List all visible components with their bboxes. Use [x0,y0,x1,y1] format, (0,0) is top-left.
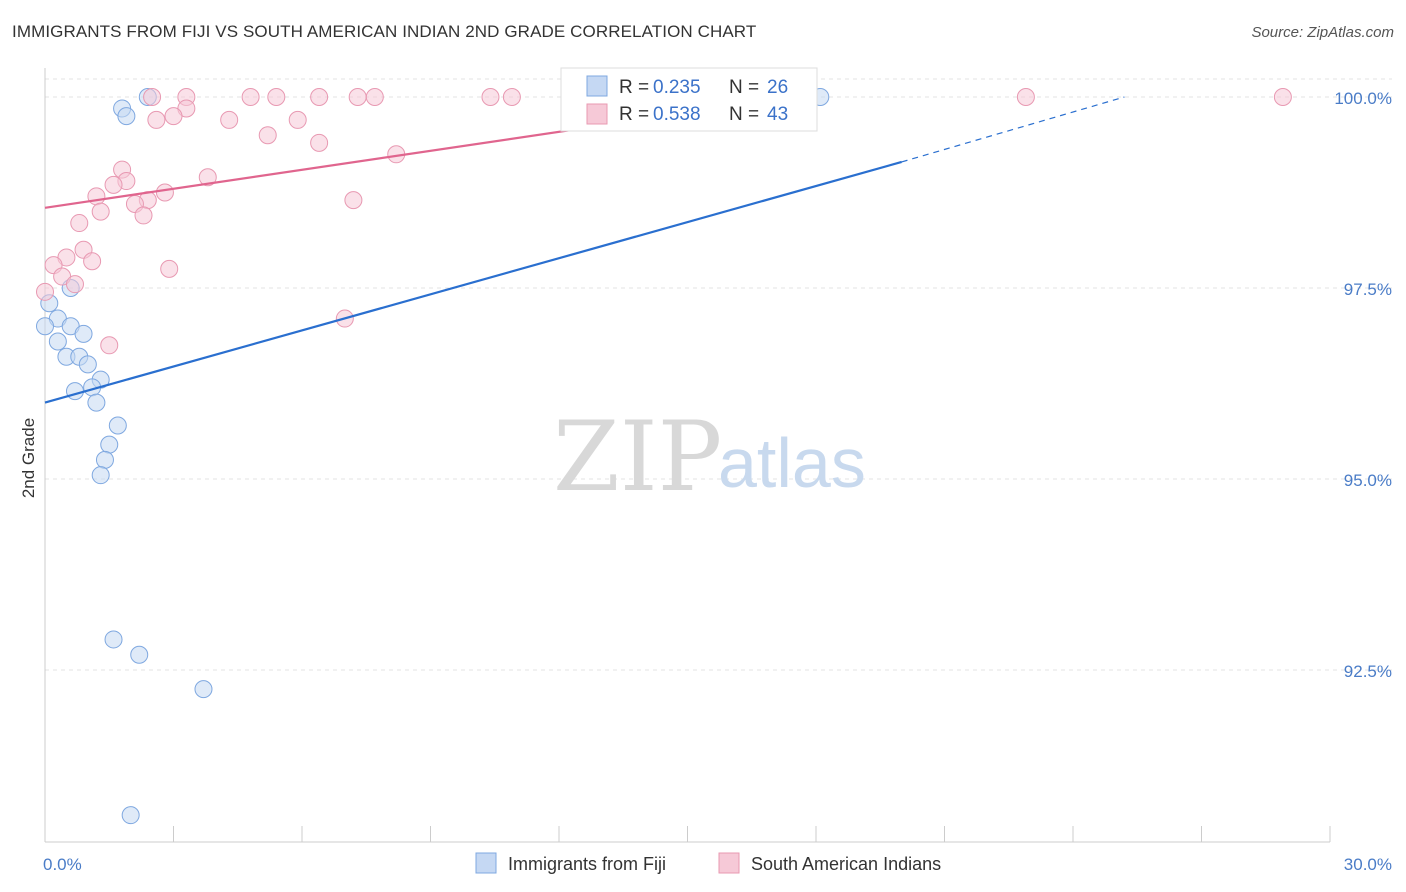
sai-point [164,107,183,126]
sai-point [36,282,54,301]
sai-point [288,110,307,129]
trend-lines [44,95,1125,404]
y-tick-label: 97.5% [1344,280,1392,299]
chart-source: Source: ZipAtlas.com [1251,24,1394,41]
sai-point [502,88,521,106]
fiji-point [117,107,136,126]
fiji-trend-line [44,160,902,404]
sai-point [267,88,286,106]
sai-point [100,336,119,355]
sai-point [1273,88,1292,106]
y-tick-labels: 100.0% 97.5% 95.0% 92.5% [1334,89,1392,681]
legend-r-value-sai: 0.538 [653,104,701,125]
chart-title: IMMIGRANTS FROM FIJI VS SOUTH AMERICAN I… [12,22,757,41]
fiji-point [91,466,110,485]
sai-point [104,175,123,194]
axes [44,68,1331,843]
correlation-legend: R = 0.235 N = 26 R = 0.538 N = 43 [560,67,818,132]
legend-swatch-sai [586,103,608,125]
fiji-point [78,355,97,374]
gridlines [45,78,1392,671]
legend-r-label-sai: R = [619,104,649,125]
fiji-point [65,382,84,401]
legend-n-label-fiji: N = [729,77,759,98]
sai-point [83,252,102,271]
watermark-atlas: atlas [718,424,866,502]
sai-point [241,88,260,106]
fiji-point [121,806,140,825]
fiji-point [48,332,67,351]
fiji-point [194,680,213,699]
watermark: ZIP atlas [553,401,866,513]
sai-point [344,191,363,210]
sai-point [91,202,110,221]
legend-n-label-sai: N = [729,104,759,125]
sai-point [143,88,162,106]
sai-point [310,133,329,152]
legend-n-value-sai: 43 [767,104,788,125]
series-legend-swatch-sai [718,852,740,874]
sai-point [65,275,84,294]
fiji-trend-extension [901,96,1125,163]
watermark-zip: ZIP [553,401,722,513]
sai-point [87,187,106,206]
series-legend: Immigrants from Fiji South American Indi… [475,852,941,874]
sai-point [70,214,89,233]
sai-point [155,183,174,202]
sai-point [348,88,367,106]
x-tick-label-max: 30.0% [1344,855,1392,874]
sai-point [310,88,329,106]
legend-r-label-fiji: R = [619,77,649,98]
sai-point [134,206,153,225]
y-tick-label: 100.0% [1334,89,1392,108]
legend-n-value-fiji: 26 [767,77,788,98]
fiji-point [104,630,123,649]
y-tick-label: 92.5% [1344,662,1392,681]
y-axis-title: 2nd Grade [19,418,38,498]
sai-point [147,110,166,129]
fiji-point [100,435,119,454]
fiji-point [87,393,106,412]
x-tick-labels: 0.0% 30.0% [43,855,1392,874]
legend-swatch-fiji [586,75,608,97]
sai-point [481,88,500,106]
series-legend-swatch-fiji [475,852,497,874]
fiji-point [74,324,93,343]
fiji-point [108,416,127,435]
y-tick-label: 95.0% [1344,471,1392,490]
x-tick-label-min: 0.0% [43,855,82,874]
fiji-point [130,645,149,664]
fiji-point [36,317,54,336]
sai-point [1016,88,1035,106]
sai-point [198,168,217,187]
sai-point [220,110,239,129]
series-legend-label-sai: South American Indians [751,854,941,874]
sai-point [160,259,179,278]
fiji-point [95,450,114,469]
series-legend-label-fiji: Immigrants from Fiji [508,854,666,874]
data-points [36,88,1292,825]
legend-r-value-fiji: 0.235 [653,77,701,98]
sai-point [365,88,384,106]
sai-point [258,126,277,145]
